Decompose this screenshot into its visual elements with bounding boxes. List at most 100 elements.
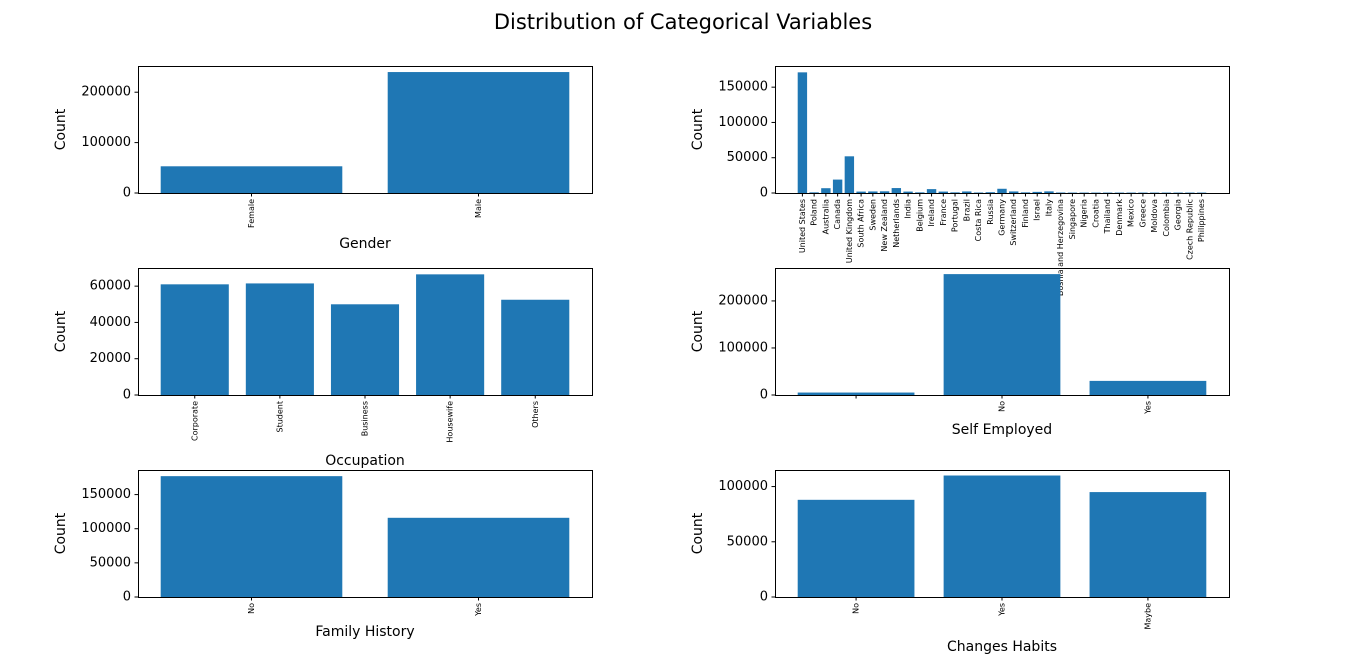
x-tick-label: Bosnia and Herzegovina	[1056, 199, 1065, 296]
x-tick-label: No	[998, 401, 1007, 412]
bar-corporate	[160, 284, 229, 395]
bar-no	[797, 499, 915, 597]
bar-belgium	[915, 192, 925, 193]
x-tick-label: Housewife	[446, 401, 455, 443]
y-tick-label: 0	[123, 186, 131, 201]
subplot-4: No Yes 0 100000 200000 Count Self Employed	[690, 268, 1230, 438]
y-axis-label: Count	[690, 512, 706, 554]
y-tick-label: 50000	[727, 150, 768, 165]
bar-australia	[821, 188, 831, 193]
bar-yes	[1089, 380, 1207, 395]
y-tick-label: 200000	[718, 293, 768, 308]
bar-student	[245, 283, 314, 395]
y-tick-label: 20000	[90, 351, 131, 366]
x-tick-label: Ireland	[927, 199, 936, 227]
bar-united-states	[797, 72, 808, 193]
x-tick-label: Singapore	[1068, 199, 1077, 239]
bar-maybe	[1089, 492, 1207, 597]
x-tick-label: South Africa	[857, 199, 866, 248]
y-tick-label: 100000	[718, 479, 768, 494]
bar-russia	[985, 192, 995, 193]
x-tick-label: United Kingdom	[845, 199, 854, 263]
bar-switzerland	[1009, 191, 1019, 193]
y-tick-label: 150000	[718, 80, 768, 95]
x-tick-label: Denmark	[1115, 199, 1124, 236]
bar-france	[938, 191, 948, 193]
y-tick-label: 0	[760, 388, 768, 403]
y-tick-label: 0	[123, 590, 131, 605]
x-tick-label: Yes	[998, 603, 1007, 617]
y-tick-label: 100000	[81, 521, 131, 536]
x-tick-label: Brazil	[962, 199, 971, 221]
x-tick-label: Canada	[833, 199, 842, 230]
bar-ireland	[926, 189, 937, 193]
x-axis-label: Gender	[339, 236, 391, 252]
bar-poland	[809, 192, 819, 193]
x-tick-label: Mexico	[1127, 199, 1136, 227]
bar-yes	[943, 475, 1061, 597]
x-tick-label: Student	[275, 401, 284, 433]
axes-frame	[775, 268, 1230, 396]
x-tick-label: Finland	[1021, 199, 1030, 228]
bar-finland	[1020, 192, 1031, 193]
y-tick-label: 50000	[90, 555, 131, 570]
x-tick-label: Israel	[1033, 199, 1042, 221]
x-tick-label: Yes	[1143, 401, 1152, 415]
y-axis-label: Count	[53, 108, 69, 150]
y-tick-label: 100000	[81, 135, 131, 150]
x-tick-label: Poland	[810, 199, 819, 226]
axes-frame	[775, 66, 1230, 194]
x-tick-label: Colombia	[1162, 199, 1171, 237]
subplot-6: No Yes Maybe 0 50000 100000 Count Changes Habit…	[690, 470, 1230, 655]
x-tick-label: Nigeria	[1080, 199, 1089, 228]
x-tick-label: Czech Republic	[1185, 199, 1194, 260]
x-tick-label: Georgia	[1174, 199, 1183, 230]
x-tick-label: No	[247, 603, 256, 614]
x-tick-label: Business	[361, 401, 370, 436]
x-tick-label: Thailand	[1103, 199, 1112, 234]
x-tick-label: No	[852, 603, 861, 614]
y-tick-label: 60000	[90, 279, 131, 294]
bar-canada	[832, 179, 843, 193]
x-tick-label: Netherlands	[892, 199, 901, 248]
x-tick-label: New Zealand	[880, 199, 889, 252]
axes-frame	[138, 470, 593, 598]
x-tick-label: Sweden	[868, 199, 877, 231]
x-tick-label: Philippines	[1197, 199, 1206, 242]
x-axis-label: Changes Habits	[947, 639, 1057, 655]
bar-male	[387, 72, 570, 193]
bar-yes	[387, 517, 570, 597]
bar-united-kingdom	[844, 156, 855, 193]
x-tick-label: Female	[247, 199, 256, 228]
y-tick-label: 100000	[718, 115, 768, 130]
axes-frame	[138, 66, 593, 194]
y-tick-label: 50000	[727, 534, 768, 549]
x-tick-label: Switzerland	[1009, 199, 1018, 246]
y-tick-label: 150000	[81, 487, 131, 502]
bar-new-zealand	[879, 191, 890, 193]
x-tick-label: Costa Rica	[974, 199, 983, 241]
subplot-1: Female Male 0 100000 200000 Count Gender	[53, 66, 593, 252]
subplot-2: United States Poland Australia Canada United…	[690, 66, 1230, 296]
x-axis-label: Occupation	[325, 453, 405, 469]
bar-housewife	[416, 274, 485, 395]
bar-business	[330, 304, 400, 395]
bar-no	[160, 476, 343, 597]
y-tick-label: 0	[760, 186, 768, 201]
y-tick-label: 0	[123, 388, 131, 403]
bar-blank	[797, 392, 915, 395]
x-tick-label: India	[904, 199, 913, 219]
x-tick-label: Russia	[986, 199, 995, 225]
bar-portugal	[950, 192, 960, 193]
axes-frame	[138, 268, 593, 396]
y-axis-label: Count	[690, 108, 706, 150]
x-tick-label: Greece	[1138, 199, 1147, 228]
x-tick-label: Croatia	[1091, 199, 1100, 228]
bar-netherlands	[891, 188, 902, 193]
subplot-5: No Yes 0 50000 100000 150000 Count Family Histo…	[53, 470, 593, 640]
x-axis-label: Family History	[315, 624, 414, 640]
y-tick-label: 40000	[90, 315, 131, 330]
bar-italy	[1044, 191, 1054, 193]
x-tick-label: Moldova	[1150, 199, 1159, 233]
